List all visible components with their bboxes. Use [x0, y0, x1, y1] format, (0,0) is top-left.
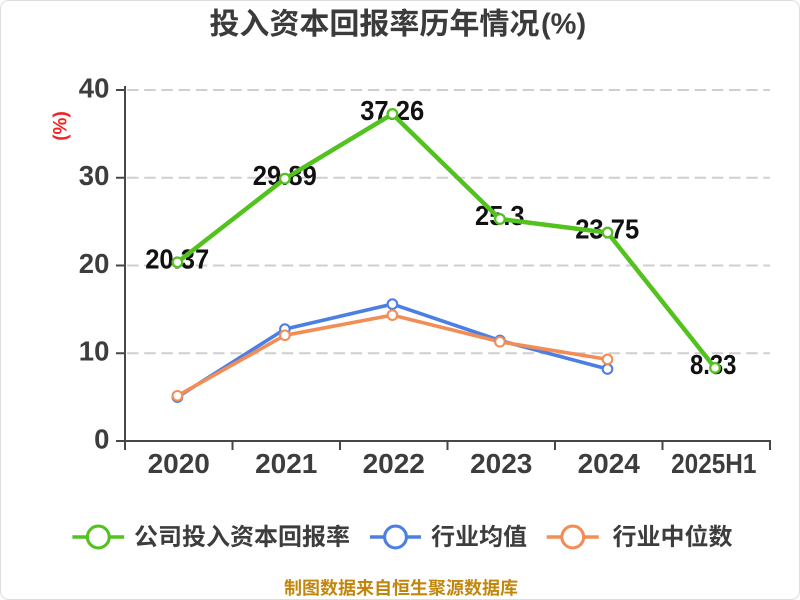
svg-text:(%): (%) — [541, 9, 586, 41]
svg-text:2023: 2023 — [470, 448, 532, 479]
svg-text:10: 10 — [79, 336, 110, 367]
svg-text:2021: 2021 — [255, 448, 317, 479]
svg-text:40: 40 — [79, 72, 110, 103]
svg-text:0: 0 — [94, 423, 109, 454]
svg-text:2022: 2022 — [363, 448, 425, 479]
svg-text:(%): (%) — [51, 111, 72, 141]
svg-text:2024: 2024 — [578, 448, 641, 479]
svg-text:30: 30 — [79, 160, 110, 191]
svg-text:2020: 2020 — [148, 448, 210, 479]
svg-text:20: 20 — [79, 248, 110, 279]
svg-text:2025H1: 2025H1 — [671, 448, 756, 479]
